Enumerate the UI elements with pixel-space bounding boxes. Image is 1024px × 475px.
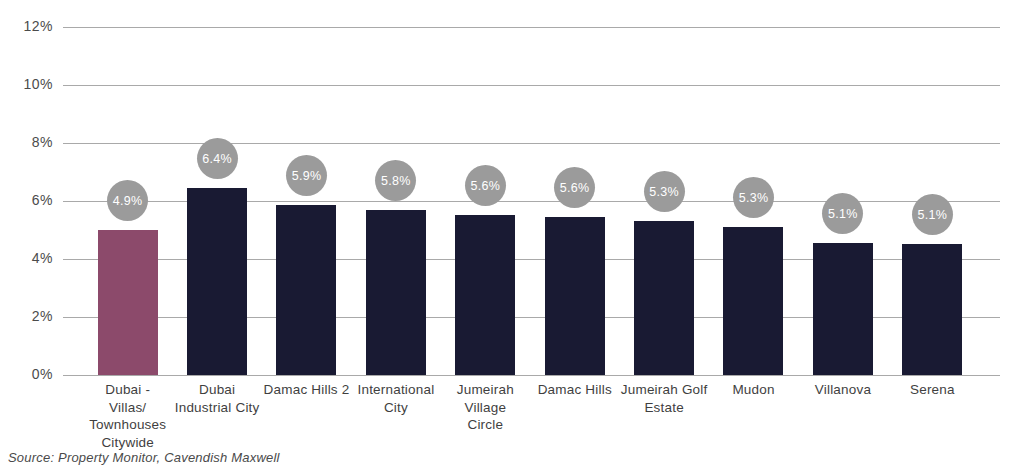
y-tick-label: 4% — [0, 250, 53, 266]
bar-column: 5.1% — [798, 27, 887, 375]
bar-column: 5.6% — [441, 27, 530, 375]
bar — [366, 210, 426, 375]
data-label-circle: 5.3% — [644, 171, 685, 212]
bar — [98, 230, 158, 375]
bar — [276, 205, 336, 375]
y-tick-label: 2% — [0, 308, 53, 324]
data-label-value: 5.1% — [828, 207, 858, 221]
bar-column: 5.3% — [709, 27, 798, 375]
x-axis-label: Dubai - Villas/ Townhouses Citywide — [83, 381, 172, 461]
data-label-value: 6.4% — [202, 152, 232, 166]
data-label-value: 4.9% — [113, 194, 143, 208]
data-label-circle: 5.9% — [286, 155, 327, 196]
data-label-circle: 5.8% — [375, 160, 416, 201]
bar — [634, 221, 694, 375]
x-axis-label: Villanova — [798, 381, 887, 461]
bar-column: 5.3% — [619, 27, 708, 375]
data-label-circle: 5.1% — [912, 194, 953, 235]
x-axis-label: Mudon — [709, 381, 798, 461]
bar — [723, 227, 783, 375]
data-label-circle: 6.4% — [197, 138, 238, 179]
bar-column: 6.4% — [172, 27, 261, 375]
y-tick-label: 10% — [0, 76, 53, 92]
plot-area: 12% 10% 8% 6% 4% 2% 0% 4.9% 6.4% 5.9% 5.8% 5.6% 5.6… — [0, 0, 1024, 475]
data-label-value: 5.6% — [470, 179, 500, 193]
bar-column: 5.1% — [888, 27, 977, 375]
y-tick-label: 0% — [0, 366, 53, 382]
bar — [902, 244, 962, 375]
bar-chart-figure: 12% 10% 8% 6% 4% 2% 0% 4.9% 6.4% 5.9% 5.8% 5.6% 5.6… — [0, 0, 1024, 475]
bar — [545, 217, 605, 375]
data-label-value: 5.8% — [381, 174, 411, 188]
data-label-value: 5.3% — [739, 191, 769, 205]
bar-column: 4.9% — [83, 27, 172, 375]
y-tick-label: 12% — [0, 18, 53, 34]
x-axis-labels: Dubai - Villas/ Townhouses CitywideDubai… — [83, 381, 977, 461]
data-label-circle: 5.6% — [465, 165, 506, 206]
data-label-value: 5.3% — [649, 185, 679, 199]
data-label-value: 5.1% — [917, 208, 947, 222]
x-axis-label: Dubai Industrial City — [172, 381, 261, 461]
bar — [455, 215, 515, 375]
y-tick-label: 6% — [0, 192, 53, 208]
data-label-circle: 5.3% — [733, 177, 774, 218]
bar-column: 5.8% — [351, 27, 440, 375]
x-axis-label: International City — [351, 381, 440, 461]
data-label-circle: 5.1% — [822, 193, 863, 234]
y-tick-label: 8% — [0, 134, 53, 150]
data-label-circle: 5.6% — [554, 167, 595, 208]
bar — [187, 188, 247, 375]
bar-column: 5.6% — [530, 27, 619, 375]
x-axis-label: Jumeirah Golf Estate — [619, 381, 708, 461]
x-axis-label: Jumeirah Village Circle — [441, 381, 530, 461]
x-axis-label: Serena — [888, 381, 977, 461]
data-label-value: 5.6% — [560, 181, 590, 195]
data-label-circle: 4.9% — [107, 180, 148, 221]
bar — [813, 243, 873, 375]
x-axis-label: Damac Hills 2 — [262, 381, 351, 461]
x-axis-label: Damac Hills — [530, 381, 619, 461]
bar-column: 5.9% — [262, 27, 351, 375]
data-label-value: 5.9% — [292, 169, 322, 183]
